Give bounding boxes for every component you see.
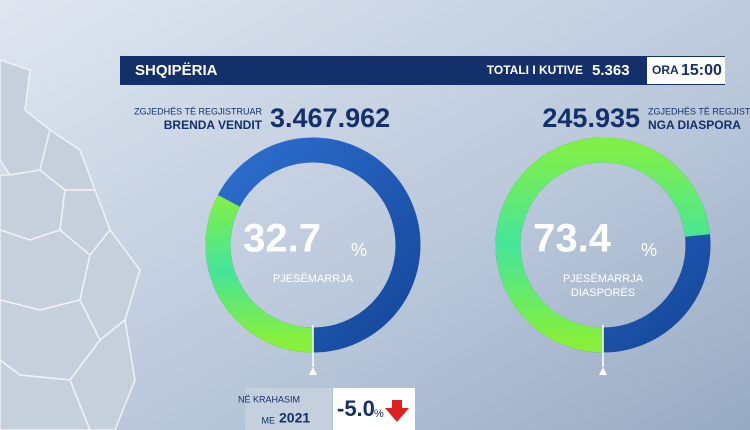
header-bar (120, 56, 725, 85)
turnout-arc (205, 195, 314, 353)
comparison-box (245, 388, 332, 430)
turnout-unit: % (641, 240, 657, 260)
donuts: 32.7 % PJESËMARRJA 73.4 % PJESËMARRJA DIASPORË… (205, 137, 711, 375)
boxes-label: TOTALI I KUTIVE (487, 63, 583, 77)
registered: 245.935 (542, 103, 640, 133)
down-arrow (385, 400, 409, 422)
turnout-unit: % (351, 240, 367, 260)
comparison-label: ME (262, 415, 276, 425)
change-value: -5.0 (337, 396, 375, 421)
time-box (647, 57, 725, 84)
time-label: ORA (652, 63, 679, 77)
boxes-value: 5.363 (592, 62, 630, 79)
comparison-label: NË KRAHASIM (238, 394, 300, 404)
turnout-caption: PJESËMARRJA (273, 273, 354, 285)
turnout-caption: PJESËMARRJA (563, 273, 644, 285)
label-top: ZGJEDHËS TË REGJISTRUAR (134, 106, 262, 116)
registered: 3.467.962 (270, 103, 390, 133)
header-title: SHQIPËRIA (135, 62, 218, 79)
label-bottom: BRENDA VENDIT (164, 118, 263, 132)
start-triangle (599, 367, 607, 375)
label-top: ZGJEDHËS TË REGJISTRUAR (648, 106, 750, 116)
turnout-caption: DIASPORËS (571, 287, 635, 299)
comparison-year: 2021 (279, 410, 310, 426)
map (0, 59, 141, 430)
time-value: 15:00 (681, 62, 722, 79)
turnout-arc (495, 137, 710, 353)
label-bottom: NGA DIASPORA (648, 118, 741, 132)
change-unit: % (374, 408, 384, 420)
turnout-value: 73.4 (533, 217, 612, 261)
start-triangle (309, 367, 317, 375)
turnout-value: 32.7 (243, 217, 321, 261)
